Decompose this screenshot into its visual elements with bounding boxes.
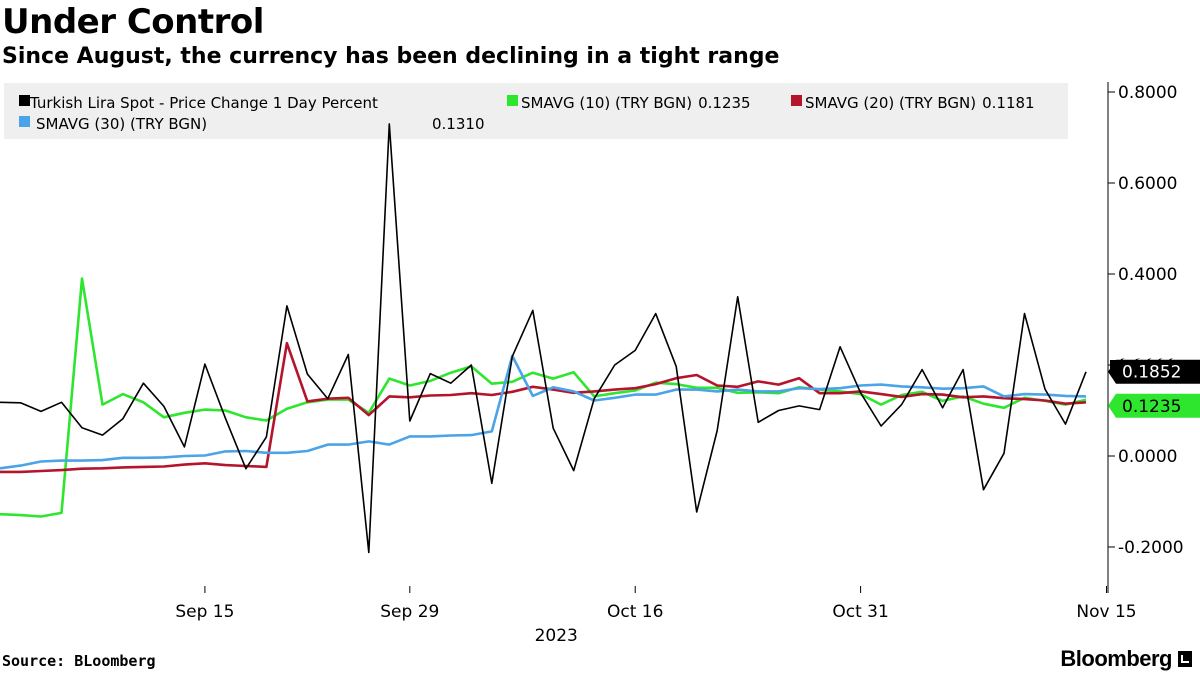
- legend-background: [4, 83, 1068, 139]
- legend-label-1: SMAVG (10) (TRY BGN): [521, 94, 692, 112]
- end-marker-bg-0: [1108, 359, 1200, 384]
- legend-label-0: Turkish Lira Spot - Price Change 1 Day P…: [29, 94, 378, 112]
- y-tick-label-4: 0.6000: [1118, 174, 1177, 194]
- y-tick-label-5: 0.8000: [1118, 83, 1177, 103]
- x-tick-label-0: Sep 15: [175, 602, 234, 622]
- end-marker-bg-1: [1108, 393, 1200, 418]
- brand-logo: Bloomberg: [1060, 646, 1192, 672]
- chart-subtitle: Since August, the currency has been decl…: [2, 44, 780, 69]
- x-tick-label-3: Oct 31: [832, 602, 888, 622]
- end-marker-label-1: 0.1235: [1122, 397, 1181, 417]
- source-note: Source: BLoomberg: [2, 652, 156, 670]
- legend-swatch-3: [19, 116, 30, 127]
- x-tick-label-2: Oct 16: [607, 602, 663, 622]
- x-tick-label-1: Sep 29: [380, 602, 439, 622]
- series-line-2: [0, 341, 1087, 474]
- x-year-label: 2023: [535, 626, 578, 646]
- series-line-3: [0, 354, 1087, 470]
- legend-label-2: SMAVG (20) (TRY BGN): [805, 94, 976, 112]
- end-marker-label-0: 0.1852: [1122, 363, 1181, 383]
- chart-title: Under Control: [2, 2, 264, 42]
- series-line-0: [0, 123, 1087, 554]
- y-tick-label-0: -0.2000: [1118, 538, 1184, 558]
- legend-label-3: SMAVG (30) (TRY BGN): [36, 115, 207, 133]
- legend-value-3: 0.1310: [432, 115, 485, 133]
- series-line-1: [0, 277, 1087, 518]
- legend-swatch-0: [19, 95, 30, 106]
- y-tick-label-3: 0.4000: [1118, 265, 1177, 285]
- terminal-icon: [1178, 651, 1192, 667]
- legend-swatch-2: [791, 95, 802, 106]
- legend-swatch-1: [507, 95, 518, 106]
- brand-wordmark: Bloomberg: [1060, 646, 1172, 671]
- legend-value-2: 0.1181: [982, 94, 1035, 112]
- y-tick-label-1: 0.0000: [1118, 447, 1177, 467]
- legend-value-1: 0.1235: [698, 94, 751, 112]
- x-tick-label-4: Nov 15: [1076, 602, 1136, 622]
